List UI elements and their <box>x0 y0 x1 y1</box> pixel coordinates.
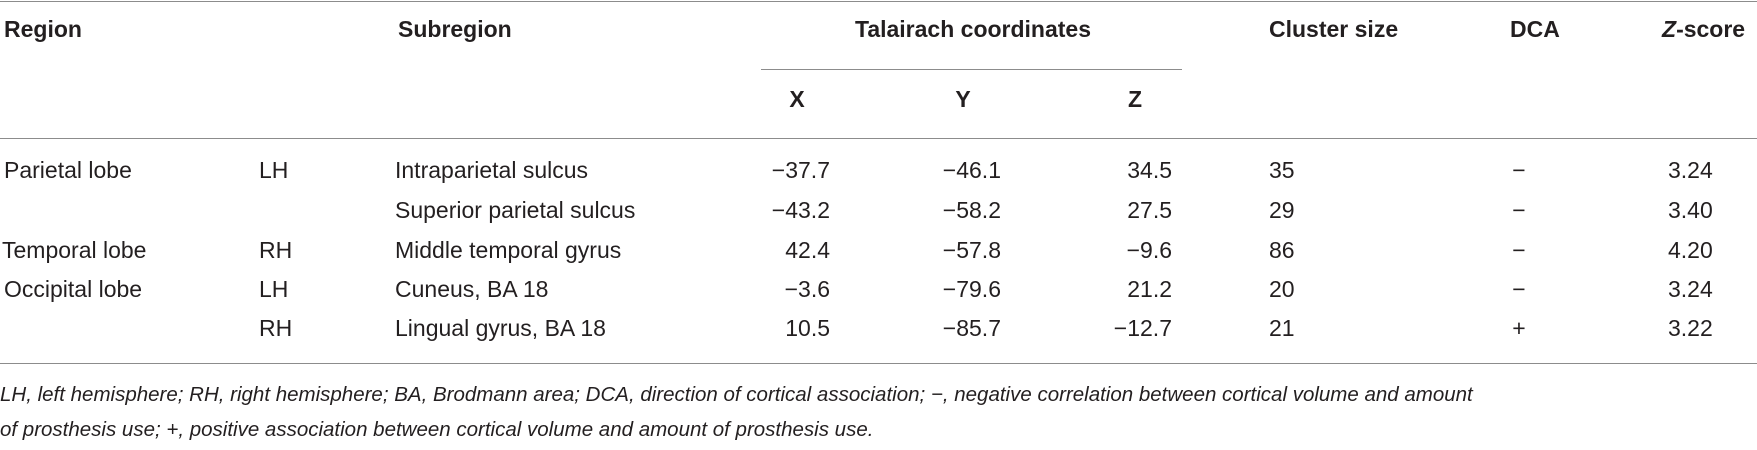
cell-y: −57.8 <box>942 237 1001 263</box>
cell-dca: − <box>1512 197 1526 223</box>
table-header-rule <box>0 138 1757 139</box>
header-x: X <box>789 86 805 112</box>
header-region: Region <box>4 16 82 42</box>
footnote-line: LH, left hemisphere; RH, right hemispher… <box>0 383 1473 406</box>
header-dca: DCA <box>1510 16 1560 42</box>
cell-hemisphere: RH <box>259 315 293 341</box>
header-zscore-suffix: -score <box>1676 16 1746 42</box>
cell-z: −12.7 <box>1113 315 1172 341</box>
cell-y: −46.1 <box>942 157 1001 183</box>
cell-subregion: Intraparietal sulcus <box>395 157 589 183</box>
cell-zscore: 3.24 <box>1668 276 1713 302</box>
cell-z: −9.6 <box>1126 237 1172 263</box>
cell-region: Temporal lobe <box>2 237 147 263</box>
cell-x: −3.6 <box>784 276 830 302</box>
cell-cluster-size: 86 <box>1269 237 1295 263</box>
cell-hemisphere: RH <box>259 237 293 263</box>
header-cluster-size: Cluster size <box>1269 16 1399 42</box>
cell-subregion: Superior parietal sulcus <box>395 197 636 223</box>
header-subregion: Subregion <box>398 16 512 42</box>
table-top-rule <box>0 1 1757 2</box>
cell-y: −85.7 <box>942 315 1001 341</box>
header-y: Y <box>955 86 971 112</box>
cell-x: 10.5 <box>785 315 830 341</box>
header-zscore: Z-score <box>1662 14 1745 44</box>
cell-y: −79.6 <box>942 276 1001 302</box>
cell-dca: − <box>1512 237 1526 263</box>
cell-dca: − <box>1512 276 1526 302</box>
cell-hemisphere: LH <box>259 157 289 183</box>
cell-subregion: Middle temporal gyrus <box>395 237 622 263</box>
cell-x: −37.7 <box>771 157 830 183</box>
cell-cluster-size: 20 <box>1269 276 1295 302</box>
cell-z: 34.5 <box>1127 157 1172 183</box>
cell-zscore: 3.24 <box>1668 157 1713 183</box>
cell-region: Parietal lobe <box>4 157 132 183</box>
header-talairach: Talairach coordinates <box>854 16 1092 42</box>
table-footnote: LH, left hemisphere; RH, right hemispher… <box>0 377 1757 447</box>
cell-z: 21.2 <box>1127 276 1172 302</box>
cell-region: Occipital lobe <box>4 276 143 302</box>
talairach-header-rule <box>761 69 1182 70</box>
cell-hemisphere: LH <box>259 276 289 302</box>
cell-cluster-size: 29 <box>1269 197 1295 223</box>
cell-dca: − <box>1512 157 1526 183</box>
cell-subregion: Cuneus, BA 18 <box>395 276 549 302</box>
cell-y: −58.2 <box>942 197 1001 223</box>
footnote-line: of prosthesis use; +, positive associati… <box>0 418 874 441</box>
header-zscore-letter: Z <box>1662 16 1677 42</box>
cell-subregion: Lingual gyrus, BA 18 <box>395 315 606 341</box>
cell-zscore: 3.22 <box>1668 315 1713 341</box>
cell-dca: + <box>1512 315 1526 341</box>
cell-z: 27.5 <box>1127 197 1172 223</box>
header-z: Z <box>1127 86 1143 112</box>
table-bottom-rule <box>0 363 1757 364</box>
cell-x: 42.4 <box>785 237 830 263</box>
cell-cluster-size: 35 <box>1269 157 1295 183</box>
cell-x: −43.2 <box>771 197 830 223</box>
cell-zscore: 3.40 <box>1668 197 1713 223</box>
cell-cluster-size: 21 <box>1269 315 1295 341</box>
cell-zscore: 4.20 <box>1668 237 1713 263</box>
